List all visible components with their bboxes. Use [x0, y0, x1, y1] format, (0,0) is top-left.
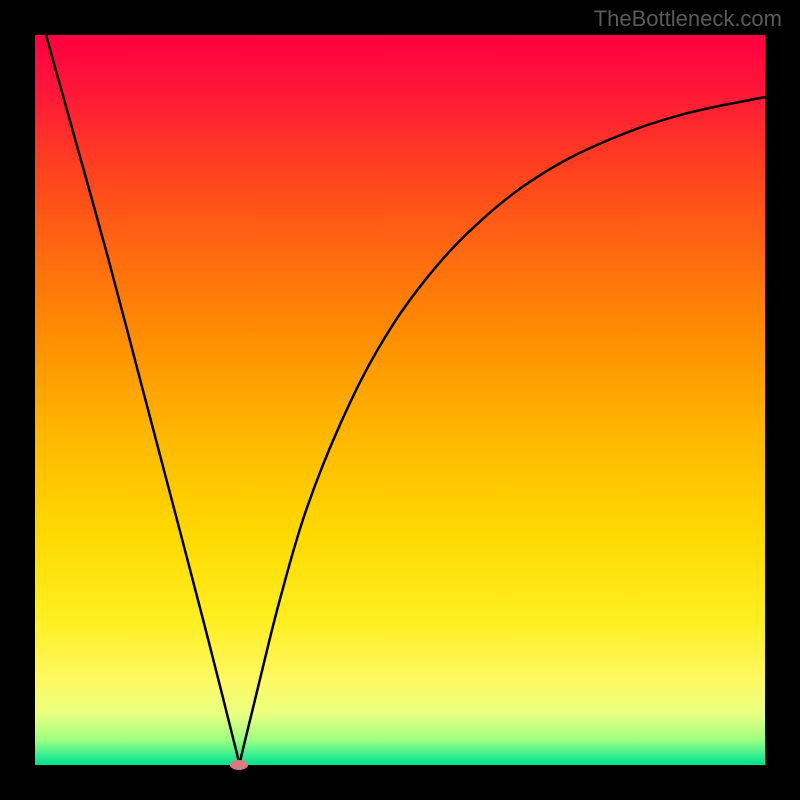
plot-svg	[35, 35, 765, 765]
bottleneck-curve	[46, 35, 765, 765]
chart-frame: TheBottleneck.com	[0, 0, 800, 800]
plot-area	[35, 35, 765, 765]
watermark-text: TheBottleneck.com	[594, 6, 782, 32]
vertex-marker	[230, 760, 248, 770]
